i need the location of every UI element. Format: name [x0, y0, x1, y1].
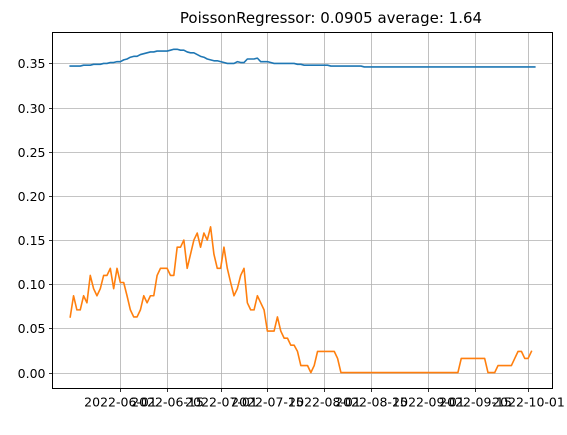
y-axis: 0.00 0.05 0.10 0.15 0.20 0.25 0.30 0.35 — [18, 56, 53, 381]
y-tick-label: 0.10 — [18, 277, 46, 292]
x-tick-label: 2022-07-15 — [231, 395, 304, 410]
x-tick-label: 2022-09-01 — [392, 395, 465, 410]
x-tick-label: 2022-09-15 — [439, 395, 512, 410]
grid — [52, 32, 553, 389]
y-tick-label: 0.25 — [18, 145, 46, 160]
series-line-2 — [69, 226, 533, 374]
x-tick-label: 2022-07-01 — [185, 395, 258, 410]
series-line-1 — [69, 48, 536, 68]
x-tick-label: 2022-10-01 — [492, 395, 565, 410]
y-tick-label: 0.20 — [18, 189, 46, 204]
y-tick-label: 0.00 — [18, 366, 46, 381]
y-tick-label: 0.30 — [18, 101, 46, 116]
series-layer — [69, 48, 536, 374]
chart-title: PoissonRegressor: 0.0905 average: 1.64 — [180, 9, 482, 27]
y-tick-label: 0.05 — [18, 321, 46, 336]
y-tick-label: 0.15 — [18, 233, 46, 248]
x-tick-label: 2022-08-01 — [288, 395, 361, 410]
y-tick-label: 0.35 — [18, 56, 46, 71]
plot-frame — [52, 32, 553, 389]
x-tick-label: 2022-06-01 — [84, 395, 157, 410]
x-tick-label: 2022-06-15 — [131, 395, 204, 410]
x-tick-label: 2022-08-15 — [335, 395, 408, 410]
x-axis: 2022-06-012022-06-152022-07-012022-07-15… — [84, 388, 565, 410]
